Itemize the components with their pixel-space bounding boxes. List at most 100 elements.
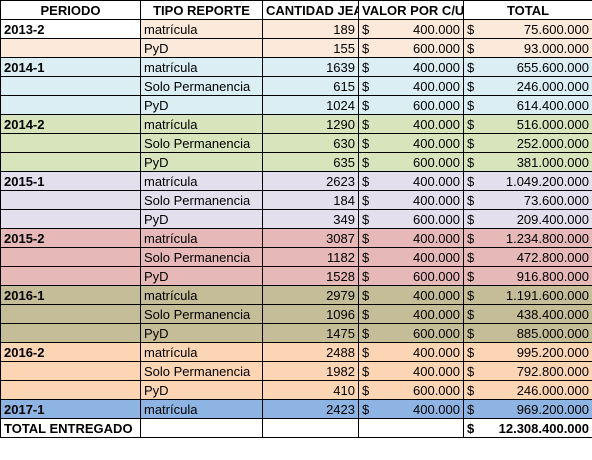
tipo-cell: PyD [140, 209, 263, 229]
amount: 1.191.600.000 [505, 287, 589, 303]
cantidad-cell: 155 [262, 38, 359, 58]
money: $792.800.000 [467, 364, 589, 379]
cantidad-cell: 630 [262, 133, 359, 153]
period-cell: 2016-1 [0, 285, 141, 305]
valor-cell: $400.000 [358, 114, 464, 134]
tipo-cell: PyD [140, 95, 263, 115]
currency-symbol: $ [362, 173, 370, 189]
amount: 400.000 [413, 344, 460, 360]
cantidad-cell: 2423 [262, 399, 359, 419]
currency-symbol: $ [467, 78, 475, 94]
amount: 792.800.000 [516, 363, 589, 379]
cantidad-cell: 2979 [262, 285, 359, 305]
money: $1.049.200.000 [467, 174, 589, 189]
period-cell [0, 38, 141, 58]
total-cell: $792.800.000 [463, 361, 592, 381]
money: $600.000 [362, 98, 460, 113]
period-cell [0, 76, 141, 96]
money: $400.000 [362, 193, 460, 208]
money: $995.200.000 [467, 345, 589, 360]
currency-symbol: $ [467, 306, 475, 322]
tipo-cell: matrícula [140, 19, 263, 39]
data-row: 2013-2 matrícula 189 $400.000 $75.600.000 [0, 19, 592, 39]
amount: 600.000 [413, 382, 460, 398]
total-cell: $916.800.000 [463, 266, 592, 286]
valor-cell: $600.000 [358, 38, 464, 58]
data-row: 2016-1 matrícula 2979 $400.000 $1.191.600.00… [0, 285, 592, 305]
currency-symbol: $ [362, 306, 370, 322]
money: $472.800.000 [467, 250, 589, 265]
cantidad-cell: 2488 [262, 342, 359, 362]
money: $400.000 [362, 402, 460, 417]
total-cell: $1.049.200.000 [463, 171, 592, 191]
empty-cell [262, 418, 359, 438]
amount: 600.000 [413, 40, 460, 56]
amount: 400.000 [413, 21, 460, 37]
currency-symbol: $ [362, 59, 370, 75]
cantidad-cell: 184 [262, 190, 359, 210]
currency-symbol: $ [362, 211, 370, 227]
total-cell: $885.000.000 [463, 323, 592, 343]
data-row: PyD 410 $600.000 $246.000.000 [0, 380, 592, 400]
currency-symbol: $ [362, 230, 370, 246]
valor-cell: $400.000 [358, 285, 464, 305]
cantidad-cell: 615 [262, 76, 359, 96]
amount: 400.000 [413, 287, 460, 303]
data-row: Solo Permanencia 630 $400.000 $252.000.000 [0, 133, 592, 153]
total-cell: $75.600.000 [463, 19, 592, 39]
money: $400.000 [362, 250, 460, 265]
data-row: Solo Permanencia 1982 $400.000 $792.800.000 [0, 361, 592, 381]
cantidad-cell: 1024 [262, 95, 359, 115]
currency-symbol: $ [467, 287, 475, 303]
total-cell: $252.000.000 [463, 133, 592, 153]
amount: 655.600.000 [516, 59, 589, 75]
footer-row: TOTAL ENTREGADO $12.308.400.000 [0, 418, 592, 438]
tipo-cell: PyD [140, 323, 263, 343]
valor-cell: $400.000 [358, 247, 464, 267]
currency-symbol: $ [362, 344, 370, 360]
data-row: 2015-1 matrícula 2623 $400.000 $1.049.200.00… [0, 171, 592, 191]
period-cell [0, 209, 141, 229]
currency-symbol: $ [467, 116, 475, 132]
tipo-cell: Solo Permanencia [140, 247, 263, 267]
amount: 75.600.000 [523, 21, 589, 37]
cantidad-cell: 1096 [262, 304, 359, 324]
empty-cell [358, 418, 464, 438]
amount: 400.000 [413, 173, 460, 189]
amount: 995.200.000 [516, 344, 589, 360]
money: $400.000 [362, 22, 460, 37]
data-row: Solo Permanencia 615 $400.000 $246.000.000 [0, 76, 592, 96]
amount: 400.000 [413, 230, 460, 246]
currency-symbol: $ [467, 420, 475, 436]
amount: 246.000.000 [516, 78, 589, 94]
total-cell: $995.200.000 [463, 342, 592, 362]
currency-symbol: $ [362, 287, 370, 303]
currency-symbol: $ [362, 78, 370, 94]
total-cell: $655.600.000 [463, 57, 592, 77]
currency-symbol: $ [362, 135, 370, 151]
cantidad-cell: 1182 [262, 247, 359, 267]
currency-symbol: $ [362, 40, 370, 56]
period-cell [0, 266, 141, 286]
currency-symbol: $ [467, 211, 475, 227]
data-row: Solo Permanencia 1096 $400.000 $438.400.000 [0, 304, 592, 324]
total-cell: $209.400.000 [463, 209, 592, 229]
amount: 969.200.000 [516, 401, 589, 417]
amount: 400.000 [413, 135, 460, 151]
amount: 73.600.000 [523, 192, 589, 208]
amount: 400.000 [413, 363, 460, 379]
money: $885.000.000 [467, 326, 589, 341]
header-cell: VALOR POR C/U [358, 0, 464, 20]
period-cell: 2014-2 [0, 114, 141, 134]
cantidad-cell: 1290 [262, 114, 359, 134]
amount: 472.800.000 [516, 249, 589, 265]
tipo-cell: Solo Permanencia [140, 190, 263, 210]
period-cell: 2015-2 [0, 228, 141, 248]
tipo-cell: Solo Permanencia [140, 361, 263, 381]
money: $400.000 [362, 345, 460, 360]
data-row: 2015-2 matrícula 3087 $400.000 $1.234.800.00… [0, 228, 592, 248]
valor-cell: $600.000 [358, 209, 464, 229]
tipo-cell: Solo Permanencia [140, 133, 263, 153]
valor-cell: $600.000 [358, 152, 464, 172]
currency-symbol: $ [467, 401, 475, 417]
